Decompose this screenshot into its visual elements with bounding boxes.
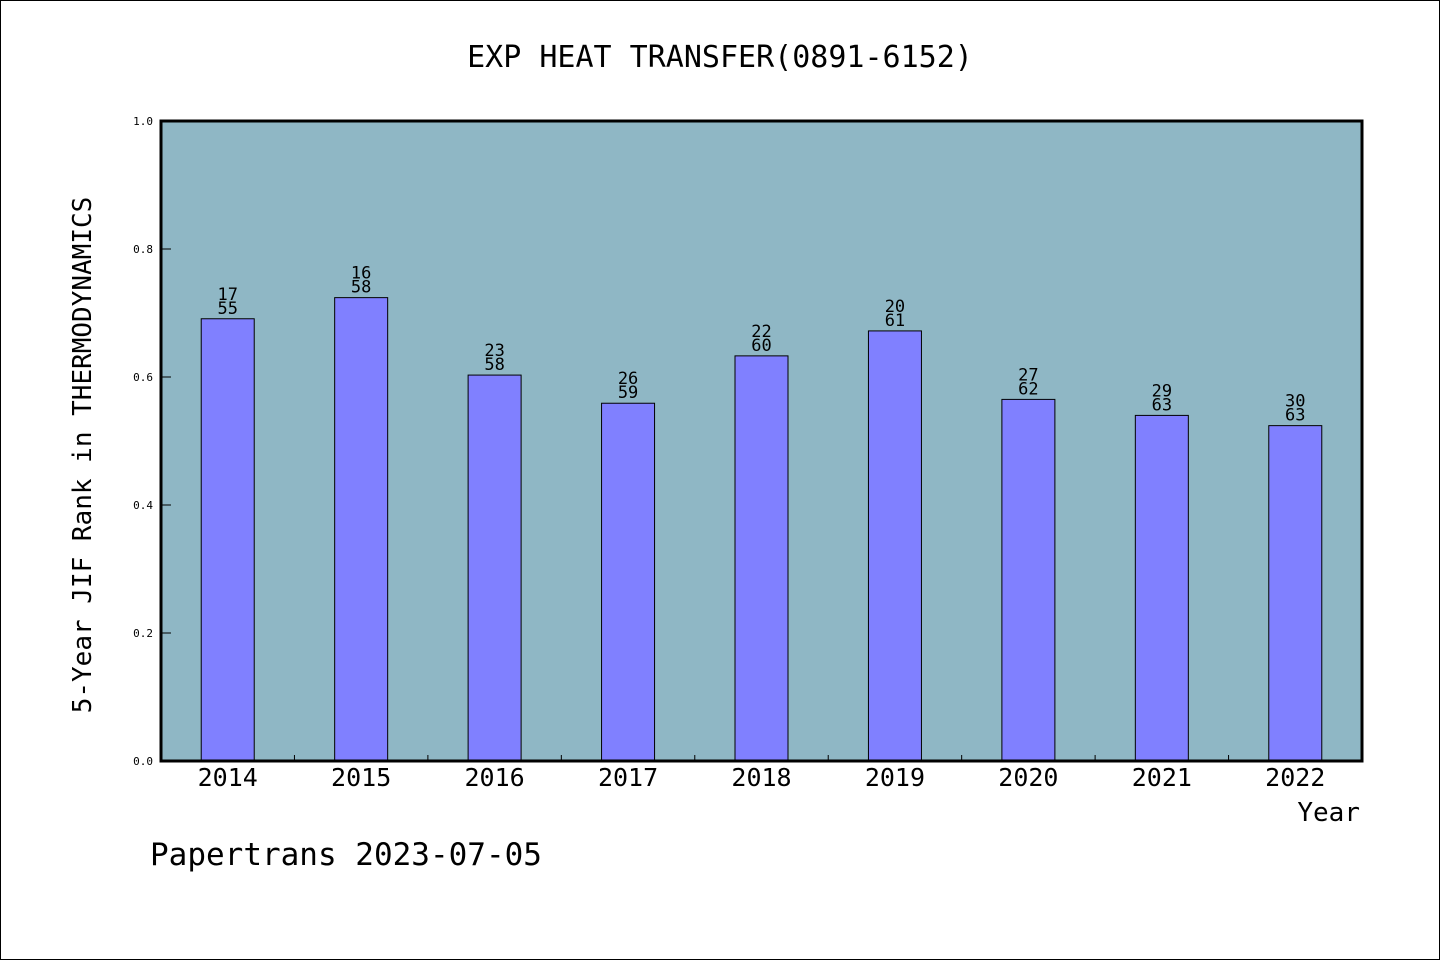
bar-2014 [200,318,255,762]
chart-title: EXP HEAT TRANSFER(0891-6152) [467,40,973,75]
bar-2019 [867,330,922,762]
x-tick-label: 2014 [198,763,258,792]
footer-text: Papertrans 2023-07-05 [150,837,542,873]
y-axis-label: 5-Year JIF Rank in THERMODYNAMICS [68,197,98,714]
bar-label-total: 63 [1152,395,1172,415]
x-tick-label: 2015 [331,763,391,792]
bar-label-total: 61 [885,311,905,331]
bar-2021 [1134,414,1189,762]
y-tick-label: 0.4 [133,499,153,512]
bar-label-rank: 20 [885,297,905,317]
y-tick-label: 0.6 [133,371,153,384]
bar-label-rank: 29 [1152,381,1172,401]
bar-label-rank: 26 [618,369,638,389]
bar-label-total: 58 [484,355,504,375]
x-axis-label: Year [1297,798,1360,828]
y-tick-labels: 0.0 0.2 0.4 0.6 0.8 1.0 [133,115,153,768]
bar-label-total: 63 [1285,406,1305,426]
bar-label-total: 59 [618,383,638,403]
bar-label-rank: 27 [1018,365,1038,385]
y-tick-label: 0.8 [133,243,153,256]
x-tick-label: 2021 [1132,763,1192,792]
plot-border [159,119,1364,763]
bar-label-total: 55 [217,299,237,319]
bar-2017 [601,402,656,762]
bar-label-rank: 30 [1285,392,1305,412]
x-tick-label: 2022 [1265,763,1325,792]
bar-label-rank: 16 [351,264,371,284]
x-tick-label: 2017 [598,763,658,792]
bar-2018 [734,355,789,762]
bar-label-total: 60 [751,336,771,356]
bar-label-total: 62 [1018,379,1038,399]
x-tick-label: 2020 [998,763,1058,792]
y-tick-label: 0.0 [133,755,153,768]
bar-2015 [334,297,389,762]
y-tick-label: 0.2 [133,627,153,640]
bar-label-total: 58 [351,278,371,298]
x-tick-label: 2018 [731,763,791,792]
bars [200,297,1323,762]
x-tick-label: 2016 [465,763,525,792]
bar-2016 [467,374,522,762]
bar-label-rank: 22 [751,322,771,342]
bar-label-rank: 17 [217,285,237,305]
bar-2020 [1001,398,1056,762]
y-tick-label: 1.0 [133,115,153,128]
x-tick-labels: 2014 2015 2016 2017 2018 2019 2020 2021 2022 [198,763,1326,792]
bar-label-rank: 23 [484,341,504,361]
bar-2022 [1268,425,1323,762]
x-tick-label: 2019 [865,763,925,792]
